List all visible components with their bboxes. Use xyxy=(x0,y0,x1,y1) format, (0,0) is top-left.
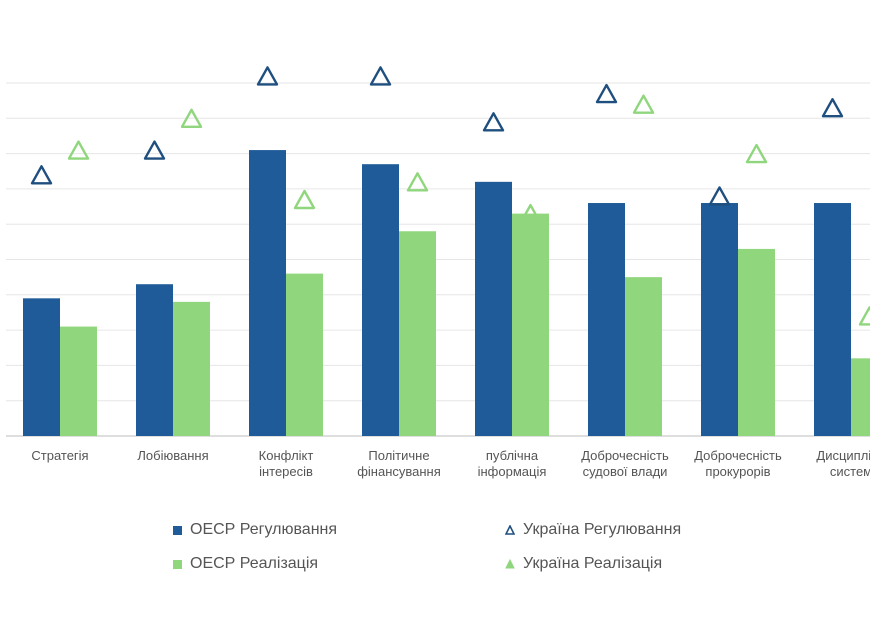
x-tick-label: Конфлікт інтересів xyxy=(259,448,314,479)
marker-triangle xyxy=(519,203,542,224)
marker-triangle xyxy=(482,112,505,132)
bar xyxy=(136,284,173,436)
bar xyxy=(851,358,870,436)
legend-label: ОЕСР Регулювання xyxy=(190,521,338,538)
marker-triangle xyxy=(143,140,166,160)
x-tick-label-line: прокурорів xyxy=(705,464,770,479)
x-tick-label: публічна інформація xyxy=(478,448,547,479)
marker-triangle xyxy=(293,189,316,210)
bar xyxy=(738,248,775,436)
x-tick-label-line: Доброчесність xyxy=(581,448,669,463)
x-tick-label-line: фінансування xyxy=(357,464,441,479)
marker-triangle xyxy=(632,94,655,114)
x-tick-label-line: Політичне xyxy=(368,448,429,463)
legend-item-ukraine-regulation: Україна Регулювання xyxy=(505,521,681,539)
marker-triangle xyxy=(745,143,768,164)
bar xyxy=(286,273,323,436)
bar xyxy=(173,301,210,436)
bar xyxy=(23,298,60,436)
triangle-icon xyxy=(505,559,515,569)
x-tick-label: Лобіювання xyxy=(137,448,208,463)
x-tick-label: Стратегія xyxy=(31,448,88,463)
bar xyxy=(60,326,97,436)
x-tick-labels: Стратегія Лобіювання Конфлікт інтересів Полі… xyxy=(31,448,870,479)
bar xyxy=(475,181,512,436)
x-tick-label-line: Стратегія xyxy=(31,448,88,463)
marker-triangle xyxy=(256,66,279,86)
marker-triangle xyxy=(708,186,731,206)
marker-triangle xyxy=(406,172,429,192)
x-tick-label-line: Лобіювання xyxy=(137,448,208,463)
x-tick-label-line: Дисципліна xyxy=(816,448,870,463)
marker-triangle xyxy=(180,108,203,129)
x-tick-label-line: публічна xyxy=(486,448,539,463)
x-tick-label-line: систем xyxy=(830,464,870,479)
marker-triangle xyxy=(858,306,870,326)
legend-item-oecd-implementation: ОЕСР Реалізація xyxy=(173,555,318,573)
bar xyxy=(588,203,625,436)
bar xyxy=(362,164,399,436)
x-tick-label-line: Доброчесність xyxy=(694,448,782,463)
legend-label: Україна Регулювання xyxy=(523,521,682,538)
bar xyxy=(701,203,738,436)
bars-group xyxy=(23,150,870,436)
legend-item-ukraine-implementation: Україна Реалізація xyxy=(505,555,662,573)
legend-swatch xyxy=(173,559,182,569)
marker-triangle xyxy=(369,66,392,86)
bar xyxy=(814,203,851,436)
legend-label: ОЕСР Реалізація xyxy=(190,555,319,572)
legend-item-oecd-regulation: ОЕСР Регулювання xyxy=(173,521,337,539)
legend-swatch xyxy=(173,525,182,535)
bar xyxy=(249,150,286,436)
bar xyxy=(512,213,549,436)
x-tick-label: Доброчесність прокурорів xyxy=(694,448,782,479)
x-tick-label-line: інформація xyxy=(478,464,547,479)
marker-triangle xyxy=(821,98,844,118)
x-tick-label: Дисциплінасистем xyxy=(816,448,870,479)
legend-label: Україна Реалізація xyxy=(523,555,663,572)
marker-triangle xyxy=(30,165,53,185)
bar xyxy=(625,277,662,436)
x-tick-label-line: Конфлікт xyxy=(259,448,314,463)
x-tick-label: Доброчесність судової влади xyxy=(581,448,669,479)
triangle-icon xyxy=(505,525,515,535)
bar xyxy=(399,231,436,436)
x-tick-label-line: судової влади xyxy=(583,464,668,479)
marker-triangle xyxy=(595,83,618,104)
x-tick-label: Політичне фінансування xyxy=(357,448,441,479)
marker-triangle xyxy=(67,140,90,160)
x-tick-label-line: інтересів xyxy=(259,464,313,479)
